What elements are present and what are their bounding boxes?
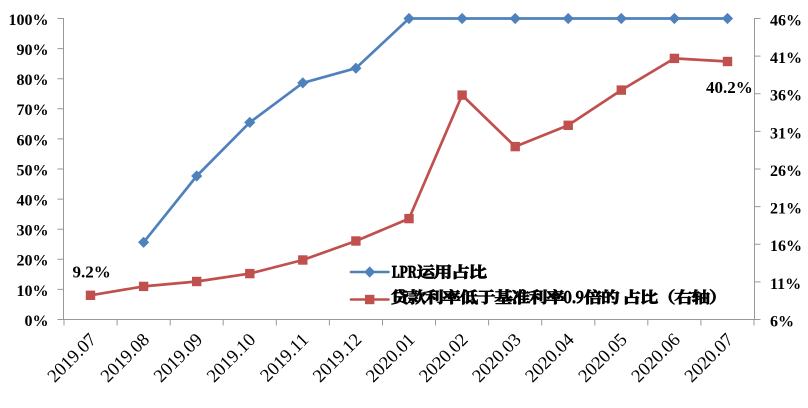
svg-text:36%: 36% <box>770 88 802 105</box>
svg-text:46%: 46% <box>770 12 802 29</box>
svg-text:70%: 70% <box>17 102 49 119</box>
svg-text:9.2%: 9.2% <box>72 263 110 282</box>
svg-text:100%: 100% <box>9 12 49 29</box>
svg-text:11%: 11% <box>770 276 801 293</box>
svg-text:80%: 80% <box>17 72 49 89</box>
svg-text:30%: 30% <box>17 223 49 240</box>
svg-text:60%: 60% <box>17 132 49 149</box>
svg-text:10%: 10% <box>17 283 49 300</box>
svg-text:21%: 21% <box>770 201 802 218</box>
svg-text:41%: 41% <box>770 50 802 67</box>
svg-text:40.2%: 40.2% <box>706 78 753 97</box>
svg-text:16%: 16% <box>770 238 802 255</box>
svg-text:31%: 31% <box>770 125 802 142</box>
svg-text:50%: 50% <box>17 162 49 179</box>
svg-text:20%: 20% <box>17 253 49 270</box>
svg-text:0%: 0% <box>25 313 49 330</box>
svg-text:6%: 6% <box>770 313 794 330</box>
svg-text:90%: 90% <box>17 42 49 59</box>
svg-text:26%: 26% <box>770 163 802 180</box>
svg-text:40%: 40% <box>17 193 49 210</box>
